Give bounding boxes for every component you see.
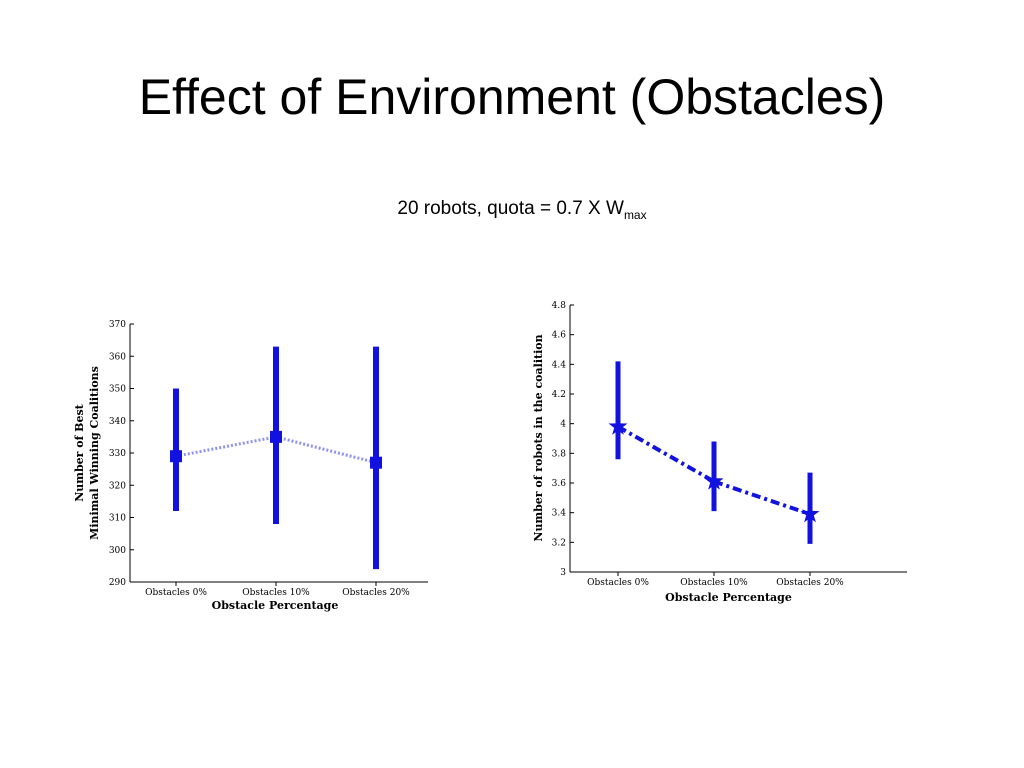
series-line-segment — [175, 435, 277, 458]
y-tick-label: 340 — [109, 417, 126, 427]
y-tick-label: 350 — [109, 385, 126, 395]
y-tick-label: 310 — [109, 514, 126, 524]
series-line-segment — [275, 435, 377, 465]
y-axis-title: Number of robots in the coalition — [532, 334, 545, 541]
y-tick-label: 3.2 — [552, 538, 566, 548]
series-line-segment — [713, 479, 811, 517]
data-point-marker — [170, 450, 182, 463]
y-tick-label: 290 — [109, 578, 126, 588]
y-tick-label: 320 — [109, 481, 126, 491]
x-tick-label: Obstacles 0% — [145, 588, 207, 598]
data-point-marker — [800, 504, 820, 523]
subtitle-subscript: max — [623, 208, 647, 222]
y-tick-label: 300 — [109, 546, 126, 556]
y-tick-label: 3.8 — [552, 449, 567, 459]
y-tick-label: 4.4 — [552, 360, 567, 370]
y-tick-label: 3.4 — [552, 509, 567, 519]
data-point-marker — [370, 456, 382, 469]
data-point-marker — [270, 430, 282, 443]
y-tick-label: 4.6 — [552, 331, 567, 341]
data-point-marker — [608, 416, 628, 435]
subtitle: 20 robots, quota = 0.7 X Wmax — [0, 198, 1024, 222]
x-tick-label: Obstacles 20% — [776, 578, 844, 588]
data-point-marker — [704, 471, 724, 490]
x-tick-label: Obstacles 10% — [680, 578, 748, 588]
slide-title: Effect of Environment (Obstacles) — [138, 69, 886, 125]
y-axis-title: Number of Best — [73, 403, 86, 501]
y-tick-label: 370 — [109, 320, 126, 330]
y-tick-label: 3 — [560, 568, 566, 578]
x-tick-label: Obstacles 10% — [242, 588, 310, 598]
y-tick-label: 4.2 — [552, 390, 566, 400]
x-axis-title: Obstacle Percentage — [212, 599, 339, 612]
y-tick-label: 360 — [109, 352, 126, 362]
x-tick-label: Obstacles 0% — [587, 578, 649, 588]
y-tick-label: 3.6 — [552, 479, 567, 489]
x-axis-title: Obstacle Percentage — [665, 591, 792, 604]
subtitle-main: 20 robots, quota = 0.7 X W — [397, 198, 624, 219]
y-tick-label: 4.8 — [552, 301, 567, 311]
x-tick-label: Obstacles 20% — [342, 588, 410, 598]
series-line-segment — [617, 424, 715, 484]
y-tick-label: 4 — [560, 420, 566, 430]
y-axis-title: Minimal Winning Coalitions — [88, 366, 101, 540]
y-tick-label: 330 — [109, 449, 126, 459]
